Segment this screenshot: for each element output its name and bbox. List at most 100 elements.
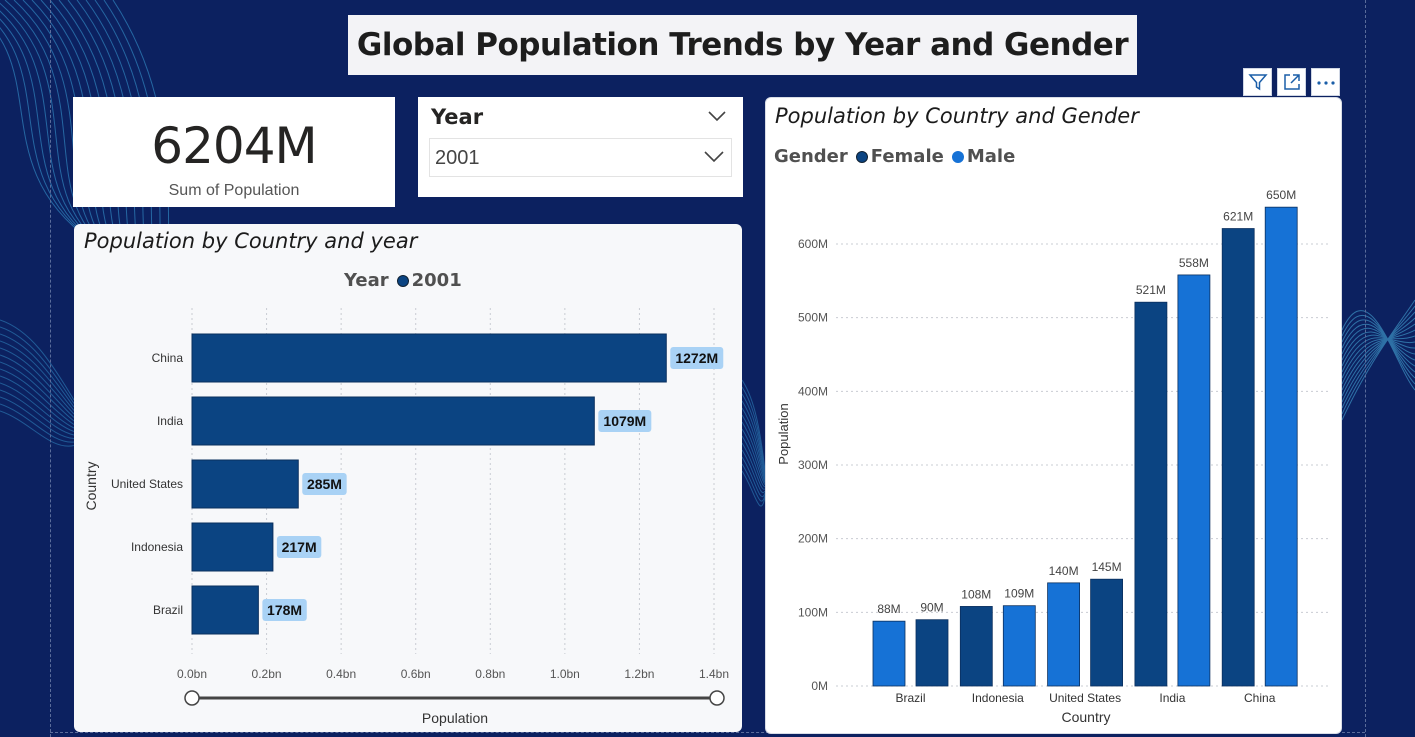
wave-line bbox=[0, 340, 75, 411]
wave-line bbox=[0, 410, 75, 447]
wave-line bbox=[741, 393, 766, 475]
wave-line bbox=[1341, 319, 1415, 379]
y-tick-label: 100M bbox=[798, 605, 828, 619]
wave-line bbox=[1341, 329, 1415, 391]
y-tick-label: Indonesia bbox=[131, 540, 183, 554]
wave-line bbox=[741, 421, 766, 483]
wave-line bbox=[741, 414, 766, 481]
range-slider-handle-start[interactable] bbox=[184, 690, 200, 706]
kpi-card[interactable]: 6204M Sum of Population bbox=[73, 97, 395, 207]
bar[interactable] bbox=[191, 459, 299, 509]
y-tick-label: Brazil bbox=[153, 603, 183, 617]
data-label: 88M bbox=[877, 602, 900, 616]
wave-line bbox=[1341, 311, 1415, 409]
wave-line bbox=[1341, 310, 1415, 391]
wave-line bbox=[741, 470, 766, 507]
country-year-chart-card[interactable]: Population by Country and year Year 2001… bbox=[74, 224, 742, 732]
x-axis-title: Population bbox=[422, 710, 488, 726]
y-tick-label: China bbox=[152, 351, 184, 365]
wave-line bbox=[1341, 305, 1415, 415]
x-tick-label: 0.4bn bbox=[326, 667, 356, 681]
bar[interactable] bbox=[959, 606, 993, 687]
wave-line bbox=[741, 379, 766, 471]
wave-line bbox=[1341, 335, 1415, 385]
chart-title: Population by Country and Gender bbox=[775, 104, 1139, 128]
legend-dot-icon bbox=[396, 274, 409, 287]
bar[interactable] bbox=[1090, 578, 1124, 687]
chevron-down-icon[interactable] bbox=[707, 109, 727, 123]
data-label: 109M bbox=[1004, 587, 1034, 601]
wave-line bbox=[1341, 338, 1415, 379]
bar[interactable] bbox=[191, 585, 259, 635]
legend-title: Gender bbox=[774, 146, 848, 167]
legend-entry-male[interactable]: Male bbox=[966, 146, 1016, 167]
data-label: 90M bbox=[920, 601, 943, 615]
x-tick-label: China bbox=[1244, 691, 1276, 705]
legend-title: Year bbox=[344, 270, 389, 291]
x-tick-label: Brazil bbox=[895, 691, 925, 705]
more-options-button[interactable] bbox=[1311, 68, 1340, 96]
data-label: 521M bbox=[1136, 283, 1166, 297]
x-tick-label: 1.2bn bbox=[624, 667, 654, 681]
wave-line bbox=[741, 442, 766, 490]
wave-line bbox=[0, 361, 75, 422]
filter-icon bbox=[1247, 74, 1268, 91]
country-gender-chart-card[interactable]: Population by Country and Gender Gender … bbox=[765, 97, 1342, 734]
wave-line bbox=[0, 403, 75, 443]
vertical-bar-chart: 0M 100M 200M 300M 400M 500M 600M 88M 90M 108M 109M… bbox=[776, 188, 1331, 725]
data-label-bg bbox=[302, 473, 347, 495]
y-tick-label: India bbox=[157, 414, 183, 428]
wave-line bbox=[1341, 331, 1415, 361]
wave-line bbox=[741, 449, 766, 494]
legend-dot-female-icon bbox=[855, 150, 868, 163]
x-tick-label: Indonesia bbox=[972, 691, 1024, 705]
year-slicer[interactable]: Year 2001 bbox=[418, 97, 743, 197]
data-label: 140M bbox=[1049, 564, 1079, 578]
year-dropdown[interactable]: 2001 bbox=[429, 138, 732, 177]
data-label: 285M bbox=[307, 476, 342, 492]
x-tick-label: 0.6bn bbox=[401, 667, 431, 681]
y-tick-label: 200M bbox=[798, 532, 828, 546]
bar[interactable] bbox=[1264, 206, 1298, 687]
more-options-icon bbox=[1316, 81, 1335, 85]
legend-entry-female[interactable]: Female bbox=[870, 146, 944, 167]
chart-title: Population by Country and year bbox=[84, 229, 418, 253]
bar[interactable] bbox=[915, 619, 949, 687]
page-title-box: Global Population Trends by Year and Gen… bbox=[348, 15, 1137, 75]
x-tick-label: 0.2bn bbox=[252, 667, 282, 681]
wave-line bbox=[0, 27, 97, 245]
data-label-bg bbox=[276, 536, 322, 558]
data-label: 558M bbox=[1179, 256, 1209, 270]
bar[interactable] bbox=[1221, 228, 1255, 687]
wave-line bbox=[1341, 337, 1415, 373]
y-tick-label: 600M bbox=[798, 237, 828, 251]
wave-line bbox=[0, 10, 110, 252]
wave-line bbox=[0, 354, 75, 418]
wave-line bbox=[0, 18, 103, 248]
wave-line bbox=[741, 400, 766, 477]
wave-line bbox=[741, 435, 766, 488]
y-tick-label: 300M bbox=[798, 458, 828, 472]
legend-dot-male-icon bbox=[951, 150, 964, 163]
bar[interactable] bbox=[1177, 274, 1211, 687]
bar[interactable] bbox=[191, 333, 667, 383]
filter-button[interactable] bbox=[1243, 68, 1272, 96]
data-label: 217M bbox=[282, 539, 317, 555]
data-label: 178M bbox=[267, 602, 302, 618]
legend-entry[interactable]: 2001 bbox=[411, 270, 462, 291]
x-axis-title: Country bbox=[1061, 709, 1110, 725]
bar[interactable] bbox=[1047, 582, 1081, 687]
chevron-down-icon[interactable] bbox=[703, 149, 725, 163]
range-slider-handle-end[interactable] bbox=[709, 690, 725, 706]
page-title: Global Population Trends by Year and Gen… bbox=[356, 27, 1129, 63]
data-label-bg bbox=[262, 599, 307, 621]
data-label: 650M bbox=[1266, 188, 1296, 202]
bar[interactable] bbox=[191, 522, 274, 572]
wave-line bbox=[741, 407, 766, 479]
focus-mode-button[interactable] bbox=[1277, 68, 1306, 96]
x-tick-label: 1.0bn bbox=[550, 667, 580, 681]
bar[interactable] bbox=[191, 396, 595, 446]
bar[interactable] bbox=[1134, 301, 1168, 687]
bar[interactable] bbox=[1002, 605, 1036, 687]
bar[interactable] bbox=[872, 620, 906, 687]
